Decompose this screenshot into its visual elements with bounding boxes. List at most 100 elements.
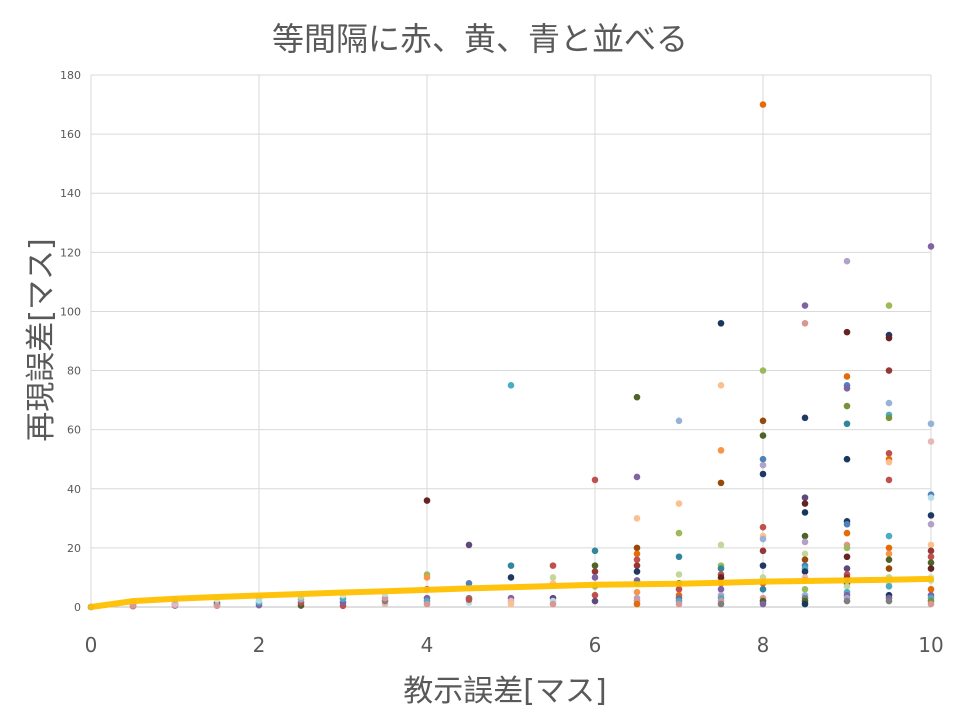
scatter-point (759, 367, 767, 374)
scatter-point (927, 553, 935, 561)
scatter-point (717, 541, 725, 549)
scatter-point (717, 574, 725, 581)
scatter-point (885, 450, 893, 457)
scatter-point (423, 497, 431, 504)
scatter-point (927, 243, 935, 250)
scatter-point (717, 565, 725, 572)
scatter-point (759, 417, 767, 425)
scatter-point (885, 597, 893, 605)
x-tick-label: 0 (85, 633, 98, 657)
scatter-point (717, 382, 725, 389)
y-tick-label: 40 (67, 483, 81, 496)
chart-title: 等間隔に赤、黄、青と並べる (271, 20, 688, 58)
x-tick-label: 2 (253, 633, 266, 657)
scatter-point (843, 597, 851, 605)
scatter-point (717, 479, 725, 487)
scatter-point (759, 562, 767, 569)
scatter-point (507, 562, 515, 569)
scatter-point (759, 101, 767, 108)
x-tick-label: 6 (589, 633, 602, 657)
scatter-point (927, 541, 935, 549)
scatter-point (801, 500, 809, 507)
scatter-point (927, 565, 935, 572)
scatter-point (801, 556, 809, 564)
scatter-point (759, 455, 767, 463)
scatter-point (591, 547, 599, 555)
scatter-point (591, 562, 599, 569)
scatter-point (675, 600, 683, 608)
scatter-point (171, 601, 179, 608)
scatter-point (675, 585, 683, 593)
scatter-point (927, 494, 935, 501)
scatter-point (255, 597, 263, 604)
scatter-point (759, 470, 767, 478)
scatter-point (801, 600, 809, 608)
scatter-point (759, 547, 767, 555)
scatter-point (675, 500, 683, 507)
scatter-point (801, 568, 809, 575)
scatter-point (843, 565, 851, 572)
y-tick-label: 20 (67, 542, 81, 555)
scatter-point (717, 600, 725, 608)
scatter-point (927, 600, 935, 608)
scatter-point (591, 574, 599, 581)
scatter-point (927, 585, 935, 593)
scatter-point (675, 571, 683, 578)
scatter-point (843, 373, 851, 380)
y-tick-label: 160 (60, 128, 81, 141)
scatter-point (633, 562, 641, 569)
scatter-point (633, 550, 641, 558)
y-tick-label: 180 (60, 69, 81, 82)
scatter-point (885, 302, 893, 309)
scatter-point (549, 600, 557, 608)
scatter-point (633, 556, 641, 564)
scatter-point (717, 447, 725, 454)
scatter-point (507, 382, 515, 389)
scatter-point (843, 529, 851, 537)
y-tick-label: 0 (74, 601, 81, 614)
scatter-point (885, 565, 893, 572)
scatter-point (885, 414, 893, 422)
scatter-point (633, 568, 641, 575)
scatter-point (549, 574, 557, 581)
y-tick-label: 80 (67, 365, 81, 378)
scatter-point (675, 417, 683, 425)
scatter-point (801, 532, 809, 540)
scatter-point (927, 438, 935, 445)
x-axis-label: 教示誤差[マス] (403, 674, 607, 709)
scatter-point (801, 414, 809, 422)
scatter-point (801, 494, 809, 501)
scatter-point (843, 257, 851, 265)
scatter-point (885, 556, 893, 564)
scatter-point (465, 541, 473, 549)
scatter-point (885, 476, 893, 484)
scatter-point (927, 420, 935, 428)
scatter-point (843, 455, 851, 463)
scatter-point (759, 523, 767, 531)
scatter-point (885, 458, 893, 466)
scatter-point (885, 399, 893, 407)
scatter-point (675, 553, 683, 561)
scatter-point (633, 515, 641, 522)
scatter-point (759, 461, 767, 469)
scatter-point (885, 367, 893, 374)
scatter-point (885, 583, 893, 590)
scatter-point (633, 600, 641, 608)
y-tick-label: 120 (60, 246, 81, 259)
scatter-point (759, 535, 767, 543)
scatter-point (843, 402, 851, 410)
scatter-point (759, 585, 767, 593)
scatter-point (633, 544, 641, 552)
scatter-point (843, 328, 851, 336)
scatter-point (927, 547, 935, 555)
scatter-point (927, 512, 935, 519)
y-tick-label: 140 (60, 187, 81, 200)
scatter-point (591, 476, 599, 484)
x-tick-label: 10 (918, 633, 943, 657)
scatter-point (843, 420, 851, 428)
trend-line (88, 575, 934, 610)
scatter-point (885, 334, 893, 342)
scatter-point (885, 544, 893, 552)
scatter-point (843, 520, 851, 528)
